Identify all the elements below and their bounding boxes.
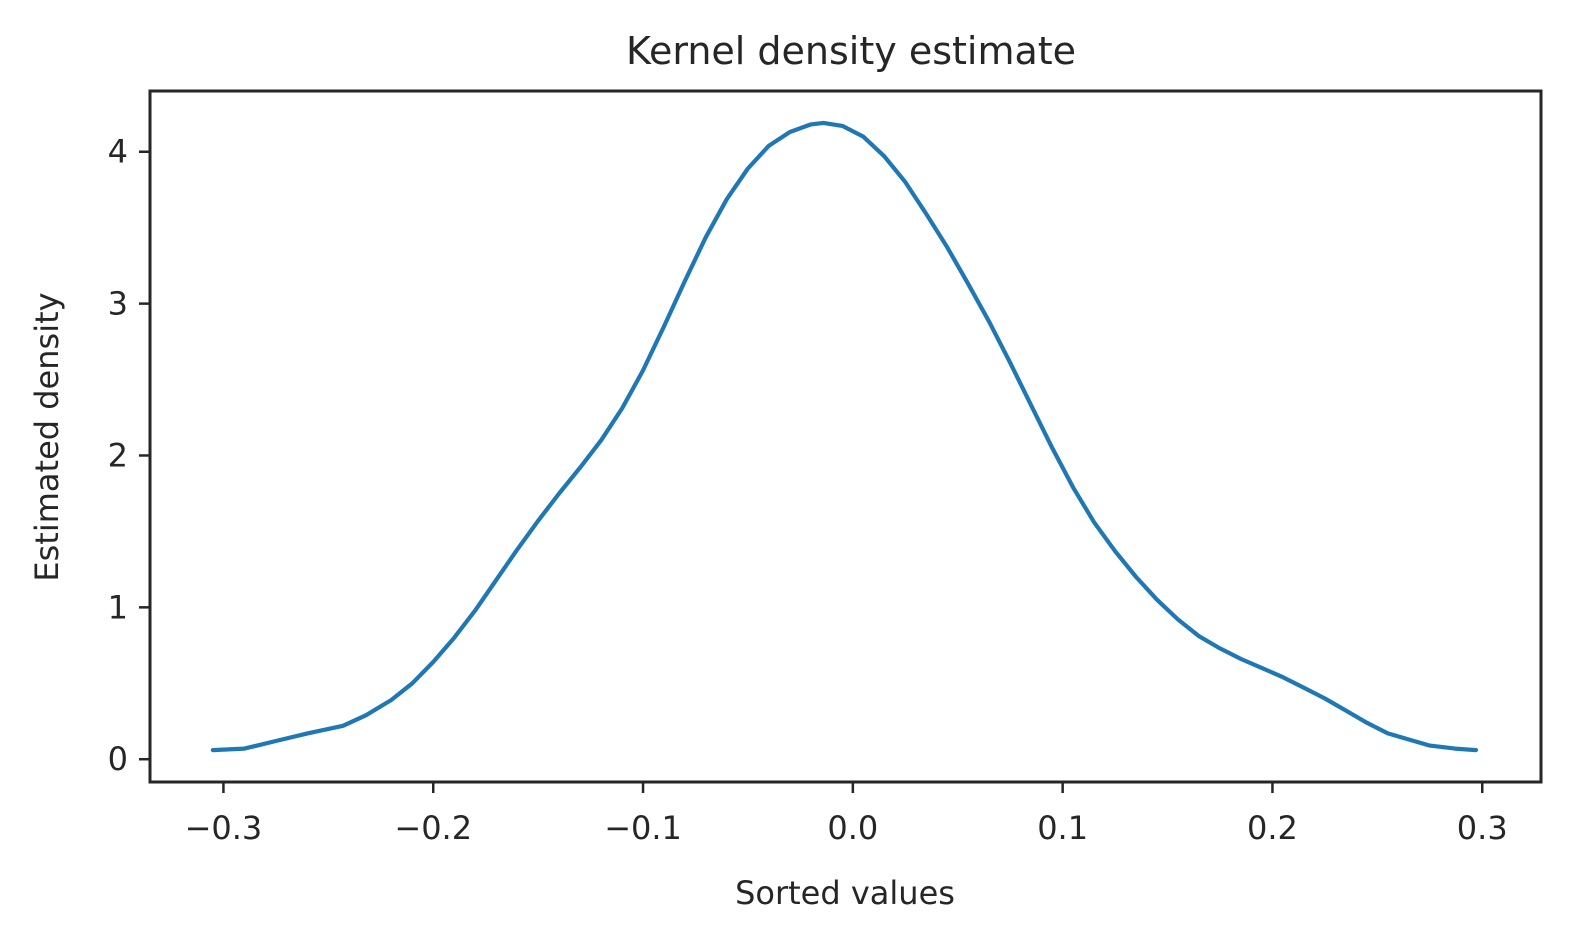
x-tick-label: −0.3 bbox=[185, 809, 263, 847]
density-curve bbox=[210, 120, 1479, 753]
axes-frame bbox=[148, 89, 1543, 784]
x-tick-label: −0.1 bbox=[604, 809, 682, 847]
x-axis-ticks: −0.3 −0.2 −0.1 0.0 0.1 0.2 0.3 bbox=[185, 782, 1508, 847]
x-tick-label: 0.2 bbox=[1247, 809, 1298, 847]
x-axis-label: Sorted values bbox=[735, 874, 955, 912]
y-axis-ticks: 0 1 2 3 4 bbox=[108, 133, 150, 778]
y-tick-label: 0 bbox=[108, 740, 128, 778]
chart-title: Kernel density estimate bbox=[626, 29, 1076, 73]
y-tick-label: 3 bbox=[108, 285, 128, 323]
plot-area bbox=[210, 120, 1479, 753]
y-tick-label: 4 bbox=[108, 133, 128, 171]
x-tick-label: 0.1 bbox=[1037, 809, 1088, 847]
x-tick-label: 0.0 bbox=[827, 809, 878, 847]
x-tick-label: −0.2 bbox=[394, 809, 472, 847]
x-tick-label: 0.3 bbox=[1457, 809, 1508, 847]
y-tick-label: 1 bbox=[108, 588, 128, 626]
y-tick-label: 2 bbox=[108, 436, 128, 474]
y-axis-label: Estimated density bbox=[28, 292, 66, 581]
